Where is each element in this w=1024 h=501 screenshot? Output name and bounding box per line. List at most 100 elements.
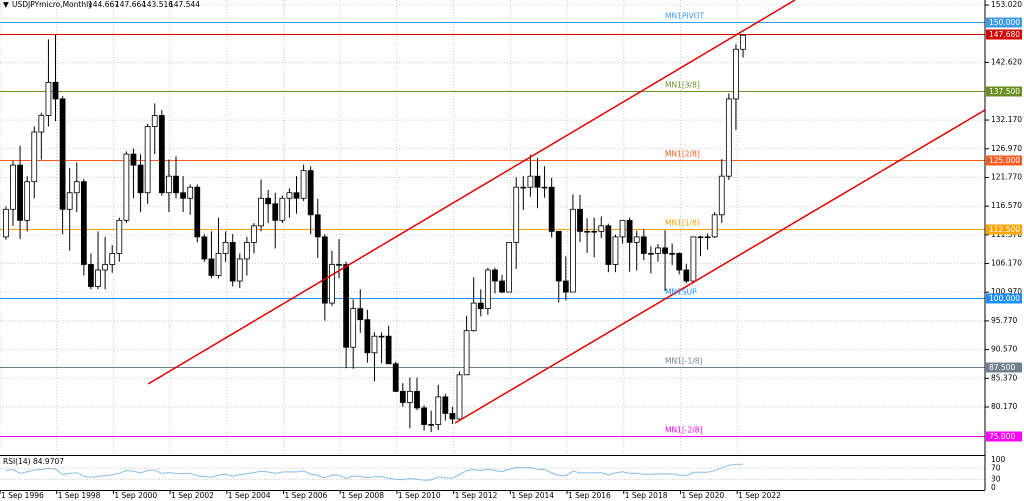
candle-body — [173, 175, 179, 194]
candle-body — [711, 214, 718, 238]
candle-body — [307, 170, 314, 216]
candle-body — [456, 374, 463, 420]
candle-body — [236, 258, 243, 282]
candle-body — [477, 302, 484, 310]
trendline — [147, 0, 796, 385]
level-value: 150.000 — [989, 18, 1020, 27]
candle-body — [584, 230, 590, 233]
candle-body — [343, 264, 349, 348]
candle-body — [435, 396, 442, 425]
level-value: 112.500 — [989, 225, 1020, 234]
x-tick-label: 1 Sep 2008 — [341, 491, 384, 500]
y-tick-label: 121.770 — [991, 172, 1022, 181]
candle-body — [577, 208, 583, 232]
rsi-tick-label: 0 — [991, 483, 996, 492]
candle-body — [555, 230, 562, 282]
candle-body — [123, 153, 130, 221]
trendlines — [147, 0, 985, 424]
candle-body — [286, 192, 293, 199]
candle-body — [265, 197, 272, 205]
candle-body — [591, 230, 598, 233]
candle-body — [605, 225, 612, 265]
candle-body — [336, 264, 342, 266]
header-close: 147.544 — [169, 0, 200, 9]
level-name: MN1[1/8] — [665, 219, 700, 228]
level-value: 147.680 — [989, 30, 1020, 39]
candle-body — [364, 319, 371, 354]
x-tick-label: 1 Sep 2010 — [398, 491, 441, 500]
candle-body — [612, 236, 619, 265]
x-tick-label: 1 Sep 2012 — [455, 491, 498, 500]
x-tick-label: 1 Sep 2004 — [228, 491, 271, 500]
level-box — [986, 86, 1022, 97]
candle-body — [109, 253, 116, 265]
candle-body — [272, 203, 279, 221]
candle-body — [414, 390, 420, 409]
level-value: 87.500 — [989, 363, 1015, 372]
candle-body — [690, 236, 697, 282]
y-tick-label: 126.970 — [991, 144, 1022, 153]
candle-body — [570, 208, 576, 293]
rsi-line — [5, 463, 743, 481]
candle-body — [463, 330, 470, 376]
candle-body — [137, 164, 144, 194]
candle-body — [513, 186, 520, 243]
candle-body — [718, 175, 725, 216]
candle-body — [130, 153, 137, 166]
candle-body — [158, 115, 165, 194]
candle-body — [527, 175, 534, 188]
candle-body — [371, 335, 378, 354]
candle-body — [102, 264, 109, 271]
candle-body — [562, 280, 569, 293]
candle-body — [442, 396, 449, 414]
candle-body — [17, 164, 23, 221]
level-value: 125.000 — [989, 156, 1020, 165]
candle-body — [676, 253, 683, 271]
candle-body — [201, 236, 208, 260]
candle-body — [669, 253, 676, 255]
level-name: MN1PIVOT — [665, 12, 704, 21]
candle-body — [222, 241, 229, 254]
header-high: 147.664 — [115, 0, 146, 9]
candle-body — [541, 186, 548, 189]
candle-body — [208, 258, 215, 276]
x-tick-label: 1 Sep 2022 — [738, 491, 781, 500]
candle-body — [520, 186, 527, 189]
rsi-title: RSI(14) — [3, 457, 31, 466]
level-name: MN1SUP — [665, 288, 697, 297]
x-tick-label: 1 Sep 2020 — [681, 491, 724, 500]
candle-body — [144, 126, 151, 194]
candle-body — [116, 219, 123, 254]
candle-body — [187, 186, 194, 199]
y-tick-label: 90.570 — [991, 345, 1017, 354]
x-tick-label: 1 Sep 2018 — [625, 491, 668, 500]
level-box — [986, 224, 1022, 235]
candle-body — [229, 241, 236, 282]
rsi-tick-label: 70 — [991, 463, 1001, 472]
level-name: MN1[-1/8] — [665, 357, 703, 366]
candle-body — [619, 219, 626, 238]
candle-body — [52, 81, 59, 100]
candle-body — [329, 264, 335, 304]
candle-body — [633, 236, 640, 243]
candle-body — [215, 253, 222, 276]
trendline — [454, 109, 985, 424]
candle-body — [399, 390, 406, 403]
y-tick-label: 85.370 — [991, 373, 1017, 382]
candle-body — [59, 98, 66, 210]
candle-body — [279, 197, 286, 221]
candle-body — [740, 34, 746, 50]
candle-body — [45, 81, 52, 116]
candle-body — [66, 192, 73, 210]
candle-body — [470, 302, 477, 332]
candle-body — [428, 424, 435, 426]
candle-body — [492, 269, 498, 282]
axes — [0, 0, 989, 494]
candle-body — [300, 170, 307, 199]
candle-body — [640, 236, 647, 254]
level-value: 100.000 — [989, 294, 1020, 303]
y-tick-label: 116.570 — [991, 201, 1022, 210]
candle-body — [73, 181, 80, 194]
y-tick-label: 106.170 — [991, 259, 1022, 268]
candle-body — [80, 181, 87, 265]
